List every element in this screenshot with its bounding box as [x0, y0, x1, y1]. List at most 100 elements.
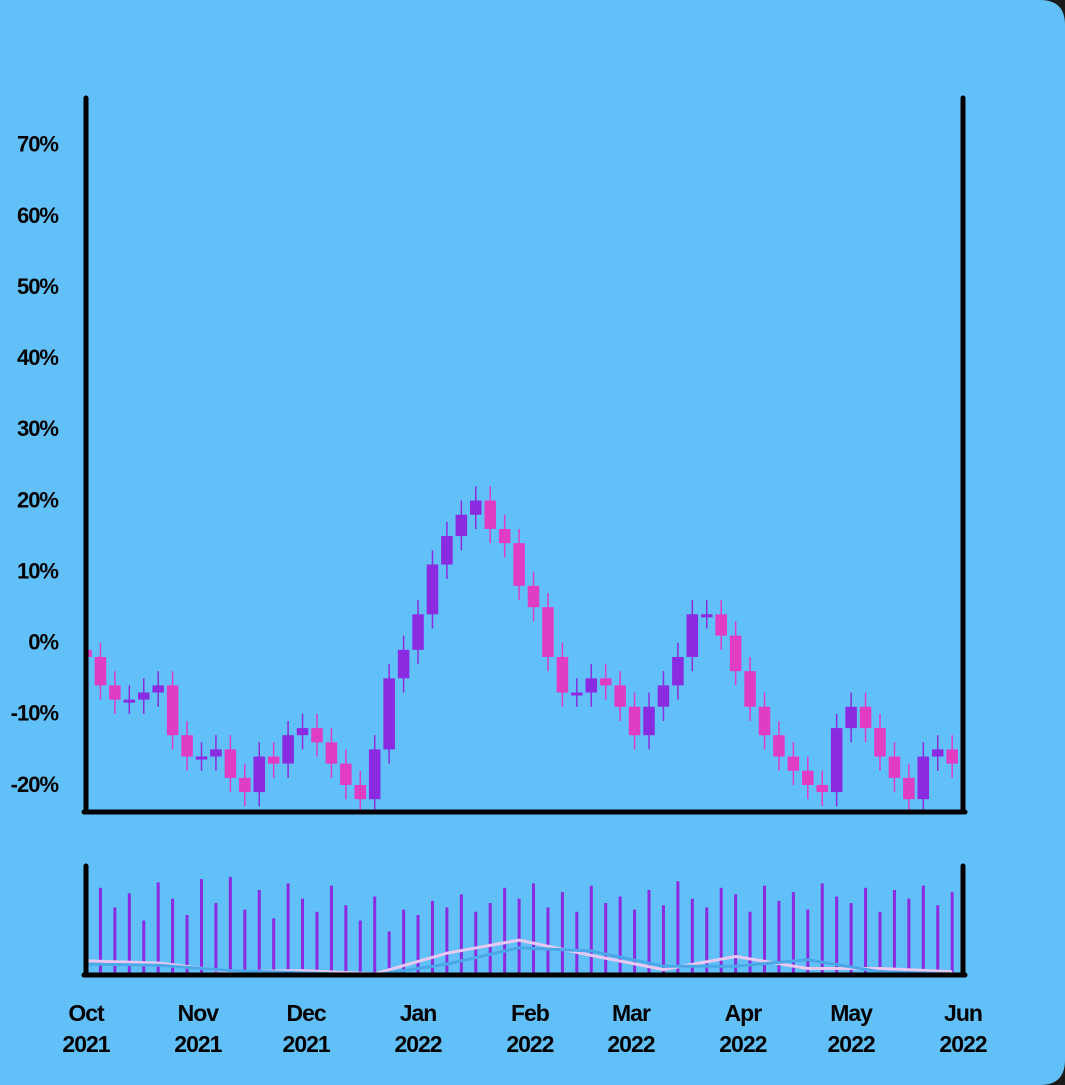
volume-bar	[820, 883, 824, 975]
volume-bar	[661, 905, 665, 975]
candle-body	[700, 614, 713, 618]
x-tick-label: May 2022	[827, 1000, 876, 1057]
y-tick-label: 10%	[17, 558, 58, 583]
volume-bar	[589, 885, 593, 975]
candle-body	[498, 528, 511, 544]
y-tick-label: 40%	[17, 345, 58, 370]
x-tick-label: Jun 2022	[939, 1000, 987, 1057]
candle-body	[412, 614, 424, 650]
y-tick-label: -20%	[11, 772, 59, 797]
candle-body	[325, 742, 338, 764]
volume-bar	[358, 920, 362, 975]
volume-bar	[344, 905, 348, 975]
volume-bar	[690, 898, 694, 975]
volume-bar	[301, 898, 305, 975]
candle-body	[614, 685, 626, 707]
candle-body	[585, 678, 598, 693]
volume-bar	[921, 885, 925, 975]
candle-body	[542, 607, 554, 657]
volume-bar	[892, 889, 896, 975]
y-tick-label: 50%	[17, 274, 58, 299]
volume-bar	[633, 909, 637, 975]
volume-bar	[199, 879, 203, 975]
volume-bar	[575, 911, 579, 975]
volume-bar	[546, 907, 550, 975]
candle-body	[672, 656, 684, 686]
volume-bar	[98, 887, 102, 975]
candle-body	[86, 649, 92, 657]
candle-body	[787, 756, 800, 771]
y-tick-label: 0%	[28, 630, 58, 655]
candle-body	[715, 614, 727, 636]
y-tick-label: -10%	[11, 701, 59, 726]
volume-bar	[503, 887, 507, 975]
x-tick-label: Dec 2021	[282, 1000, 331, 1057]
volume-bar	[445, 907, 449, 975]
volume-bar	[936, 905, 940, 975]
x-tick-label: Oct 2021	[62, 1000, 110, 1057]
volume-bar	[488, 903, 492, 975]
axes	[81, 95, 968, 978]
candle-body	[830, 728, 843, 793]
candle-body	[527, 585, 540, 608]
candle-body	[166, 685, 179, 736]
volume-bar	[286, 883, 290, 975]
volume-bar	[329, 885, 333, 975]
volume-bar	[676, 881, 680, 975]
volume-bar	[878, 911, 882, 975]
y-tick-label: 60%	[17, 203, 58, 228]
candle-body	[599, 678, 612, 686]
candle-body	[816, 784, 829, 793]
volume-bar	[647, 889, 651, 975]
window-corner	[1040, 0, 1065, 1085]
candle-body	[903, 777, 915, 800]
candle-body	[571, 692, 583, 696]
candle-body	[556, 656, 569, 693]
x-tick-label: Apr 2022	[719, 1000, 767, 1057]
volume-bar	[459, 894, 463, 975]
volume-bar	[272, 918, 276, 975]
volume-bar	[532, 883, 536, 975]
candle-body	[455, 514, 468, 537]
x-tick-label: Mar 2022	[607, 1000, 655, 1057]
candle-body	[383, 678, 395, 750]
candle-body	[802, 770, 814, 785]
candle-body	[152, 685, 164, 693]
candle-body	[874, 728, 886, 757]
volume-bar	[618, 896, 622, 975]
volume-bar	[705, 907, 709, 975]
volume-bar	[185, 915, 189, 975]
volume-bar	[719, 887, 723, 975]
x-tick-label: Nov 2021	[174, 1000, 222, 1057]
candle-body	[931, 749, 944, 757]
candle-body	[368, 749, 381, 800]
volume-bar	[604, 903, 608, 975]
candle-body	[94, 656, 107, 686]
volume-panel	[86, 876, 954, 975]
volume-bar	[950, 892, 954, 975]
candle-body	[484, 500, 496, 529]
candle-body	[513, 543, 525, 586]
candle-body	[758, 706, 771, 736]
volume-bar	[315, 911, 319, 975]
volume-bar	[560, 892, 564, 975]
y-tick-label: 70%	[17, 132, 58, 157]
volume-bar	[416, 915, 420, 975]
volume-bar	[243, 909, 247, 975]
volume-bar	[748, 911, 752, 975]
volume-bar	[171, 898, 175, 975]
candle-body	[311, 728, 323, 743]
candle-body	[296, 728, 309, 736]
volume-average-line	[86, 946, 953, 975]
candle-body	[628, 706, 641, 736]
volume-bar	[156, 882, 160, 975]
candle-body	[109, 685, 121, 700]
volume-bar	[517, 898, 521, 975]
volume-bar	[791, 892, 795, 975]
candle-body	[282, 735, 294, 764]
volume-bar	[907, 898, 911, 975]
volume-bar	[113, 907, 117, 975]
candle-body	[123, 699, 136, 703]
candle-body	[210, 749, 222, 757]
